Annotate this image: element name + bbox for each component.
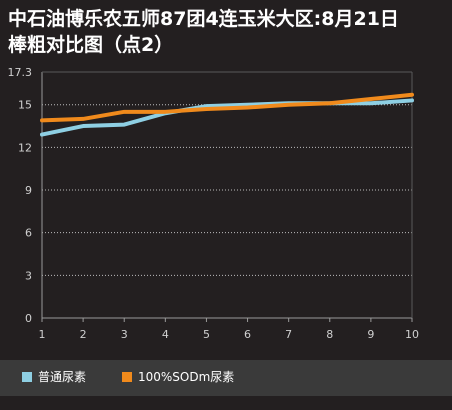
y-tick-label: 3 bbox=[25, 269, 32, 282]
x-tick-label: 2 bbox=[80, 328, 87, 341]
legend-label-series-1: 普通尿素 bbox=[38, 370, 87, 384]
axes bbox=[41, 71, 413, 322]
y-tick-label: 12 bbox=[18, 141, 32, 154]
y-tick-label: 0 bbox=[25, 312, 32, 325]
y-tick-label: 9 bbox=[25, 184, 32, 197]
legend-item-series-1: 普通尿素 bbox=[22, 370, 86, 384]
y-tick-label: 15 bbox=[18, 99, 32, 112]
x-tick-label: 9 bbox=[367, 328, 374, 341]
x-tick-label: 6 bbox=[244, 328, 251, 341]
series-lines bbox=[40, 92, 414, 137]
legend: 普通尿素 100%SODm尿素 bbox=[0, 360, 452, 396]
series-line-1 bbox=[40, 98, 414, 137]
y-tick-labels: 0 3 6 9 12 15 17.3 bbox=[8, 66, 33, 325]
x-tick-label: 5 bbox=[203, 328, 210, 341]
x-tick-labels: 1 2 3 4 5 6 7 8 9 10 bbox=[39, 328, 420, 341]
x-tick-label: 10 bbox=[405, 328, 419, 341]
legend-swatch-series-1 bbox=[22, 372, 32, 382]
legend-label-series-2: 100%SODm尿素 bbox=[138, 370, 235, 384]
x-tick-label: 1 bbox=[39, 328, 46, 341]
legend-item-series-2: 100%SODm尿素 bbox=[122, 370, 234, 384]
x-tick-label: 3 bbox=[121, 328, 128, 341]
y-tick-label: 6 bbox=[25, 227, 32, 240]
chart-title: 中石油博乐农五师87团4连玉米大区:8月21日 棒粗对比图（点2） bbox=[8, 8, 399, 56]
x-tick-label: 7 bbox=[285, 328, 292, 341]
x-tick-label: 8 bbox=[326, 328, 333, 341]
legend-swatch-series-2 bbox=[122, 372, 132, 382]
series-line-2 bbox=[40, 92, 414, 123]
y-tick-label: 17.3 bbox=[8, 66, 33, 79]
x-tick-label: 4 bbox=[162, 328, 169, 341]
